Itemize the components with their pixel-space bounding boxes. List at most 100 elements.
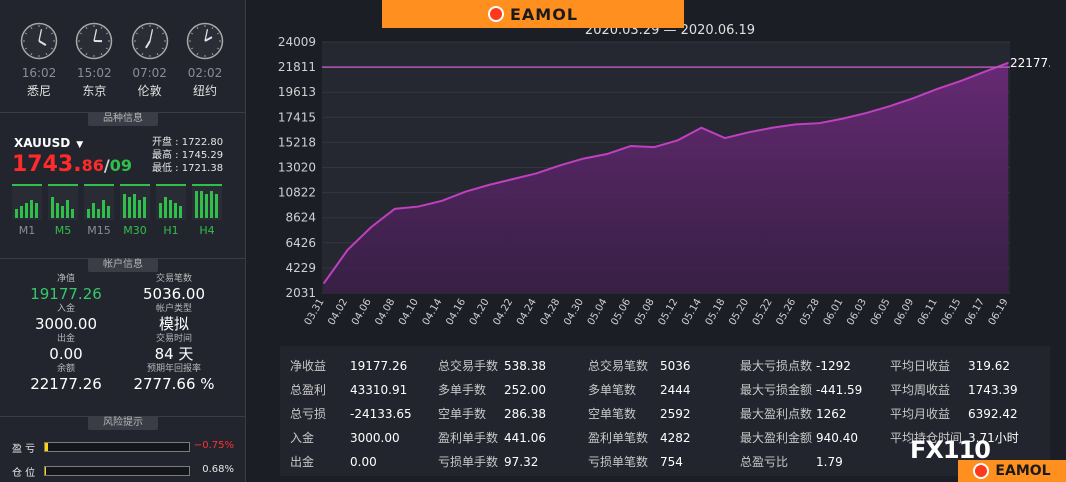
- eamol-banner: EAMOL: [382, 0, 684, 28]
- stat-row: 最大亏损金额 -441.59: [740, 378, 862, 402]
- symbol-selector[interactable]: XAUUSD ▼: [14, 136, 83, 150]
- profit-bar: [44, 442, 190, 452]
- timeframe-bar: [30, 200, 33, 218]
- risk-position-row: 仓 位 0.68%: [12, 464, 234, 479]
- data-point: [323, 282, 325, 284]
- stat-row: 最大亏损点数 -1292: [740, 354, 862, 378]
- stat-value: -24133.65: [350, 407, 412, 421]
- stat-row: 总亏损 -24133.65: [290, 402, 412, 426]
- stat-value: 1.79: [816, 455, 843, 469]
- stat-value: 1743.39: [968, 383, 1018, 397]
- timeframe-bar: [71, 209, 74, 218]
- timeframe-bar: [87, 209, 90, 218]
- data-point: [511, 178, 514, 180]
- low-price: 最低 : 1721.38: [152, 163, 224, 174]
- timeframe-m5[interactable]: M5: [48, 184, 78, 237]
- expected-return-label: 预期年回报率: [146, 364, 201, 374]
- timeframe-m15[interactable]: M15: [84, 184, 114, 237]
- eamol-text: EAMOL: [509, 4, 579, 24]
- x-tick-label: 06.09: [892, 297, 916, 327]
- y-tick-label: 2031: [285, 286, 316, 300]
- stat-value: 97.32: [504, 455, 539, 469]
- stat-label: 多单笔数: [588, 383, 637, 397]
- fx110-watermark: FX110: [910, 436, 991, 464]
- withdraw-value: 0.00: [49, 345, 83, 363]
- timeframe-m30[interactable]: M30: [120, 184, 150, 237]
- clock-city: 纽约: [192, 84, 217, 98]
- timeframe-bar: [143, 197, 146, 218]
- high-price: 最高 : 1745.29: [152, 150, 224, 161]
- open-price: 开盘 : 1722.80: [152, 137, 224, 148]
- timeframe-m1[interactable]: M1: [12, 184, 42, 237]
- clock-time: 16:02: [21, 66, 57, 80]
- x-tick-label: 04.02: [326, 297, 350, 327]
- price-main: 1743.: [12, 152, 82, 177]
- eamol-logo-icon: [487, 6, 504, 22]
- x-tick-label: 05.28: [798, 297, 822, 327]
- x-tick-label: 05.22: [751, 297, 775, 327]
- stat-row: 平均持仓时间 3.71小时: [890, 426, 1019, 450]
- stat-value: 0.00: [350, 455, 377, 469]
- data-point: [747, 131, 750, 134]
- clock-icon: [76, 22, 113, 60]
- data-point: [346, 249, 349, 251]
- timeframe-bar: [92, 203, 95, 218]
- timeframe-bar-box: [156, 184, 186, 220]
- data-point: [464, 190, 467, 193]
- stat-label: 总亏损: [290, 407, 327, 421]
- equity-chart: 2020.03.29 — 2020.06.1924009218111961317…: [278, 23, 1050, 327]
- stats-column: 净收益 19177.26 总盈利 43310.91 总亏损 -24133.65 入金 3000…: [290, 354, 412, 474]
- y-tick-label: 6426: [285, 236, 316, 250]
- x-tick-label: 04.06: [350, 297, 374, 327]
- ohl-info: 开盘 : 1722.80 最高 : 1745.29 最低 : 1721.38: [152, 136, 223, 175]
- stat-row: 多单手数 252.00: [438, 378, 546, 402]
- data-point: [818, 122, 821, 124]
- y-tick-label: 13020: [278, 161, 316, 175]
- data-point: [535, 172, 538, 175]
- timeframe-bar: [25, 203, 28, 218]
- profit-label: 盈 亏: [12, 444, 36, 455]
- symbol-name: XAUUSD: [14, 136, 71, 150]
- stat-value: 940.40: [816, 431, 858, 445]
- data-point: [441, 200, 443, 202]
- y-tick-label: 17415: [278, 110, 316, 124]
- stat-row: 盈利单手数 441.06: [438, 426, 546, 450]
- stat-row: 平均月收益 6392.42: [890, 402, 1019, 426]
- stat-label: 最大盈利点数: [740, 407, 813, 421]
- timeframe-bar: [169, 200, 172, 218]
- stat-value: -1292: [816, 359, 851, 373]
- data-point: [676, 139, 679, 142]
- stats-column: 总交易笔数 5036 多单笔数 2444 空单笔数 2592 盈利单笔数 4282 亏损单笔数 7…: [588, 354, 691, 474]
- stat-label: 亏损单笔数: [588, 455, 649, 469]
- section-symbol-info: 品种信息: [0, 112, 246, 126]
- price-fraction: 86: [81, 156, 104, 175]
- timeframe-bar: [133, 194, 136, 218]
- timeframe-bar: [51, 197, 54, 218]
- stat-value: 2444: [660, 383, 691, 397]
- timeframe-bar: [128, 197, 131, 218]
- risk-profit-row: 盈 亏 −0.75%: [12, 440, 234, 455]
- stat-label: 最大亏损点数: [740, 359, 813, 373]
- x-tick-label: 05.14: [680, 297, 704, 327]
- stats-column: 最大亏损点数 -1292 最大亏损金额 -441.59 最大盈利点数 1262 最大盈利金额…: [740, 354, 862, 474]
- data-point: [983, 70, 986, 73]
- x-tick-label: 04.20: [468, 297, 492, 327]
- timeframe-h1[interactable]: H1: [156, 184, 186, 237]
- trades-value: 5036.00: [142, 285, 206, 303]
- x-tick-label: 06.19: [987, 297, 1011, 327]
- account-col-right: 交易笔数 5036.00 帐户类型 模拟 交易时间 84 天 预期年回报率 27…: [124, 274, 224, 394]
- x-tick-label: 05.12: [657, 297, 681, 327]
- x-tick-label: 04.08: [374, 297, 398, 327]
- timeframe-bar-box: [48, 184, 78, 220]
- current-price: 1743.86/09: [12, 152, 132, 177]
- timeframe-h4[interactable]: H4: [192, 184, 222, 237]
- data-point: [488, 184, 490, 186]
- timeframe-bar: [159, 203, 162, 218]
- stat-label: 多单手数: [438, 383, 487, 397]
- timeframe-bar-box: [120, 184, 150, 220]
- stat-label: 平均月收益: [890, 407, 951, 421]
- timeframe-bar: [20, 206, 23, 218]
- x-tick-label: 05.26: [774, 297, 798, 327]
- timeframe-label: M30: [123, 224, 147, 237]
- x-tick-label: 04.28: [539, 297, 563, 327]
